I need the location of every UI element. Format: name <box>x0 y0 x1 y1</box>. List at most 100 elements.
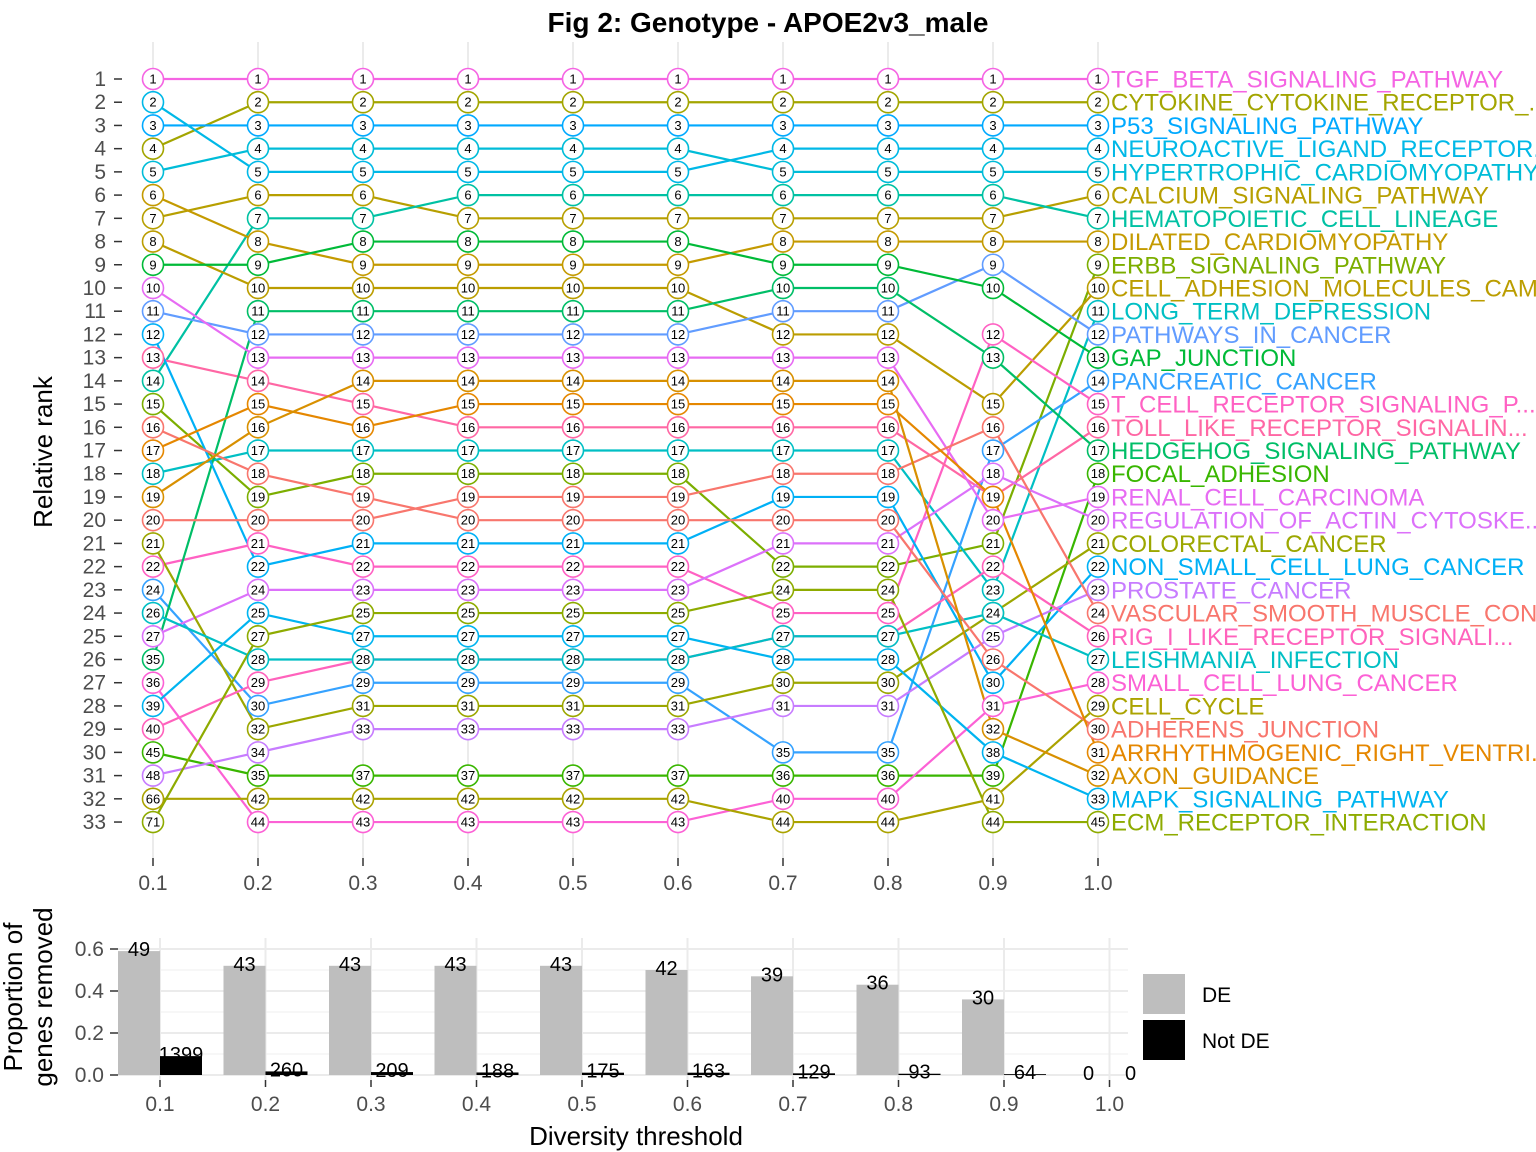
rank-y-tick-label: 8 <box>94 231 106 254</box>
rank-point-label: 3 <box>989 118 996 133</box>
rank-point-label: 18 <box>881 466 895 481</box>
rank-point <box>666 346 690 369</box>
rank-point-label: 42 <box>461 791 475 806</box>
rank-point <box>771 555 795 578</box>
rank-point-label: 12 <box>356 327 370 342</box>
rank-point <box>1086 624 1110 648</box>
rank-point-label: 1 <box>464 72 471 87</box>
rank-point <box>666 160 690 184</box>
rank-point-label: 12 <box>1091 327 1105 342</box>
rank-point <box>351 555 375 578</box>
rank-point <box>456 764 480 787</box>
series-name-label: VASCULAR_SMOOTH_MUSCLE_CON... <box>1111 601 1536 628</box>
rank-point <box>1086 67 1110 91</box>
series-name-label: LEISHMANIA_INFECTION <box>1111 647 1399 674</box>
rank-point-label: 21 <box>1091 536 1105 551</box>
rank-point-label: 21 <box>356 536 370 551</box>
rank-point-label: 18 <box>986 466 1000 481</box>
rank-point-label: 35 <box>146 652 160 667</box>
rank-point-label: 10 <box>356 280 370 295</box>
rank-point-label: 38 <box>986 745 1000 760</box>
rank-point-label: 28 <box>1091 675 1105 690</box>
rank-point-label: 35 <box>881 745 895 760</box>
rank-point-label: 27 <box>671 629 685 644</box>
rank-x-tick-label: 0.1 <box>138 872 167 895</box>
rank-point <box>666 694 690 718</box>
series-name-label: ERBB_SIGNALING_PATHWAY <box>1111 252 1446 279</box>
rank-y-tick-label: 3 <box>94 114 106 137</box>
rank-point <box>351 415 375 439</box>
series-name-label: ARRHYTHMOGENIC_RIGHT_VENTRI... <box>1111 740 1536 767</box>
rank-point-label: 12 <box>671 327 685 342</box>
rank-point-label: 7 <box>569 211 576 226</box>
rank-point-label: 36 <box>881 768 895 783</box>
rank-series-line <box>152 147 1098 173</box>
rank-point-label: 23 <box>461 582 475 597</box>
rank-point-label: 34 <box>251 745 265 760</box>
rank-y-tick-label: 11 <box>84 300 106 323</box>
rank-point <box>141 415 165 439</box>
rank-point-label: 15 <box>146 397 160 412</box>
rank-point-label: 9 <box>254 257 261 272</box>
rank-point <box>666 555 690 578</box>
rank-point <box>351 787 375 811</box>
rank-point <box>771 114 795 137</box>
rank-point <box>666 810 690 834</box>
rank-point-label: 7 <box>884 211 891 226</box>
rank-point <box>771 160 795 184</box>
rank-point <box>456 207 480 230</box>
de-bar-label: 43 <box>339 954 361 976</box>
rank-point-label: 6 <box>149 188 156 203</box>
rank-point-label: 7 <box>149 211 156 226</box>
rank-point <box>351 648 375 671</box>
bar-x-tick-label: 0.5 <box>567 1093 596 1116</box>
rank-point <box>246 323 270 346</box>
series-name-label: P53_SIGNALING_PATHWAY <box>1111 113 1424 140</box>
series-name-label: ADHERENS_JUNCTION <box>1111 717 1379 744</box>
rank-point <box>141 299 165 323</box>
legend-key-de <box>1143 974 1185 1014</box>
rank-point-label: 40 <box>146 722 160 737</box>
rank-point <box>456 532 480 555</box>
not-de-bar <box>371 1072 413 1075</box>
rank-point-label: 27 <box>566 629 580 644</box>
rank-point <box>141 741 165 764</box>
rank-point <box>876 369 900 393</box>
rank-point-label: 22 <box>776 559 790 574</box>
rank-point <box>456 369 480 393</box>
rank-point <box>351 114 375 137</box>
rank-point-label: 2 <box>254 95 261 110</box>
series-name-label: ECM_RECEPTOR_INTERACTION <box>1111 810 1487 837</box>
rank-point-label: 20 <box>251 513 265 528</box>
rank-point-label: 16 <box>356 420 370 435</box>
rank-point-label: 10 <box>146 280 160 295</box>
rank-point-label: 12 <box>251 327 265 342</box>
rank-point <box>1086 601 1110 625</box>
rank-point-label: 27 <box>881 629 895 644</box>
rank-point-label: 29 <box>461 675 475 690</box>
rank-point-label: 8 <box>464 234 471 249</box>
rank-point <box>876 439 900 462</box>
rank-point-label: 31 <box>881 698 895 713</box>
rank-point <box>666 137 690 160</box>
rank-point <box>981 578 1005 602</box>
rank-point <box>1086 392 1110 416</box>
rank-point-label: 13 <box>986 350 1000 365</box>
rank-point-label: 33 <box>1091 791 1105 806</box>
rank-point <box>456 323 480 346</box>
rank-point-label: 5 <box>779 164 786 179</box>
rank-point-label: 31 <box>356 698 370 713</box>
bar-x-tick-label: 0.4 <box>462 1093 492 1116</box>
rank-point-label: 27 <box>776 629 790 644</box>
rank-point-label: 42 <box>671 791 685 806</box>
rank-point <box>771 601 795 625</box>
rank-point-label: 25 <box>881 606 895 621</box>
rank-point <box>246 578 270 602</box>
rank-point <box>141 137 165 160</box>
rank-point <box>981 137 1005 160</box>
rank-point-label: 8 <box>674 234 681 249</box>
rank-y-tick-label: 20 <box>83 509 106 532</box>
rank-point-label: 3 <box>464 118 471 133</box>
bar-data-labels: 49 1399 43 260 43 209 43 188 43 175 42 163 39 129 36 93… <box>128 939 1136 1085</box>
